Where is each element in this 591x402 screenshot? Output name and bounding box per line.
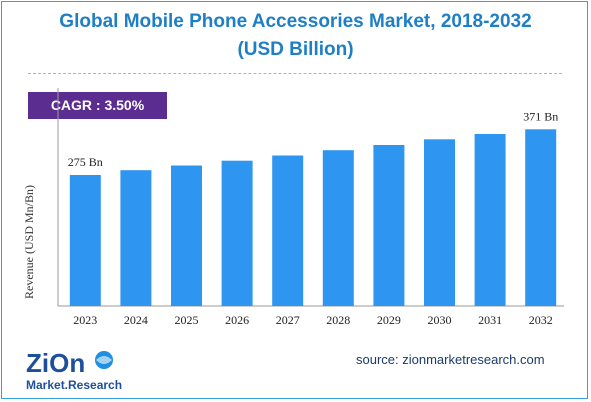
title-divider xyxy=(28,73,562,74)
bar-2030 xyxy=(424,139,455,306)
x-tick-label-2031: 2031 xyxy=(478,313,502,327)
zion-logo: ZiOn Market.Research xyxy=(26,348,122,392)
cagr-badge: CAGR : 3.50% xyxy=(28,92,167,119)
x-tick-label-2028: 2028 xyxy=(326,313,350,327)
y-axis-label: Revenue (USD Mn/Bn) xyxy=(22,185,36,299)
logo-word-zion: ZiOn xyxy=(26,348,85,378)
bar-2024 xyxy=(120,170,152,306)
bar-2032 xyxy=(525,129,557,306)
x-tick-label-2025: 2025 xyxy=(175,313,199,327)
x-tick-label-2024: 2024 xyxy=(124,313,148,327)
data-label-2032: 371 Bn xyxy=(523,109,558,123)
x-tick-label-2023: 2023 xyxy=(73,313,97,327)
logo-word-market-research: Market.Research xyxy=(26,378,122,392)
bar-2028 xyxy=(322,150,354,306)
data-label-2023: 275 Bn xyxy=(68,155,103,169)
chart-title: Global Mobile Phone Accessories Market, … xyxy=(59,11,532,32)
x-tick-label-2030: 2030 xyxy=(428,313,452,327)
bar-2027 xyxy=(272,155,304,306)
bar-2026 xyxy=(221,160,253,306)
chart-subtitle: (USD Billion) xyxy=(237,39,354,60)
bar-2029 xyxy=(373,145,405,306)
x-tick-label-2026: 2026 xyxy=(225,313,249,327)
x-tick-label-2029: 2029 xyxy=(377,313,401,327)
x-tick-label-2032: 2032 xyxy=(529,313,553,327)
source-label: source: zionmarketresearch.com xyxy=(356,352,545,367)
bar-2023 xyxy=(69,175,101,306)
bar-2025 xyxy=(171,165,202,306)
bar-2031 xyxy=(474,134,506,306)
x-tick-label-2027: 2027 xyxy=(276,313,300,327)
